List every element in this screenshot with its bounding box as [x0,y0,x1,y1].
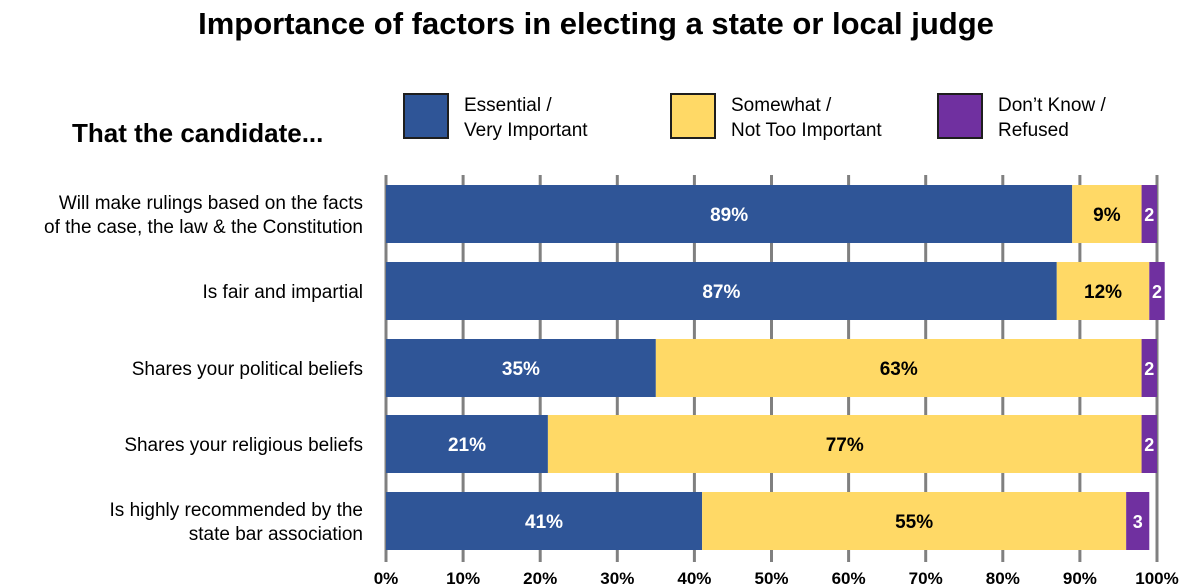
data-label-somewhat: 55% [895,512,933,533]
legend-label-dontknow: Don’t Know / Refused [998,95,1106,141]
data-label-somewhat: 63% [880,359,918,380]
bar-segment-somewhat [1056,262,1150,320]
bar-segment-dontknow [1141,339,1157,397]
legend-swatch-essential [403,93,449,139]
category-label: Is fair and impartial [202,282,363,303]
bar-row: Shares your religious beliefs 21% 77% 2 [124,415,1157,473]
x-tick-label: 40% [677,569,711,588]
x-tick-label: 90% [1063,569,1097,588]
x-tick-label: 30% [600,569,634,588]
legend-label-essential: Essential / Very Important [464,95,588,141]
data-label-essential: 21% [448,435,486,456]
category-label: Shares your political beliefs [132,359,363,380]
x-tick-label: 20% [523,569,557,588]
category-label: Shares your religious beliefs [124,435,363,456]
bar-row: Is fair and impartial 87% 12% 2 [202,262,1165,320]
x-tick-label: 50% [754,569,788,588]
data-label-somewhat: 77% [826,435,864,456]
legend-swatch-dontknow [937,93,983,139]
bar-segment-somewhat [655,339,1142,397]
x-tick-label: 60% [832,569,866,588]
data-label-somewhat: 9% [1093,205,1121,226]
bar-segment-essential [386,339,656,397]
bar-segment-essential [386,415,548,473]
x-tick-label: 80% [986,569,1020,588]
bar-segment-dontknow [1126,492,1150,550]
bar-segment-essential [386,492,703,550]
bar-segment-essential [386,262,1057,320]
bar-row: Will make rulings based on the facts of t… [44,185,1157,243]
bar-row: Shares your political beliefs 35% 63% 2 [132,339,1157,397]
chart-subtitle: That the candidate... [72,118,324,148]
chart-title: Importance of factors in electing a stat… [198,6,994,41]
data-label-essential: 41% [525,512,563,533]
bar-segment-dontknow [1149,262,1165,320]
data-label-dontknow: 2 [1144,205,1154,225]
category-label: of the case, the law & the Constitution [44,217,363,238]
x-tick-label: 70% [909,569,943,588]
data-label-somewhat: 12% [1084,282,1122,303]
data-label-essential: 89% [710,205,748,226]
data-label-dontknow: 2 [1152,282,1162,302]
data-label-dontknow: 2 [1144,359,1154,379]
bar-segment-somewhat [547,415,1142,473]
bar-segment-dontknow [1141,185,1157,243]
bar-row: Is highly recommended by the state bar as… [110,492,1150,550]
data-label-essential: 35% [502,359,540,380]
bar-segment-dontknow [1141,415,1157,473]
bar-segment-somewhat [1072,185,1142,243]
x-tick-label: 10% [446,569,480,588]
category-label: Is highly recommended by the [110,500,363,521]
category-label: state bar association [189,524,363,545]
legend-swatch-somewhat [670,93,716,139]
category-label: Will make rulings based on the facts [59,193,363,214]
data-label-essential: 87% [702,282,740,303]
legend-label-somewhat: Somewhat / Not Too Important [731,95,882,141]
bar-segment-somewhat [702,492,1127,550]
x-tick-label: 100% [1135,569,1178,588]
x-tick-label: 0% [374,569,399,588]
bar-segment-essential [386,185,1073,243]
data-label-dontknow: 3 [1133,512,1143,532]
data-label-dontknow: 2 [1144,435,1154,455]
